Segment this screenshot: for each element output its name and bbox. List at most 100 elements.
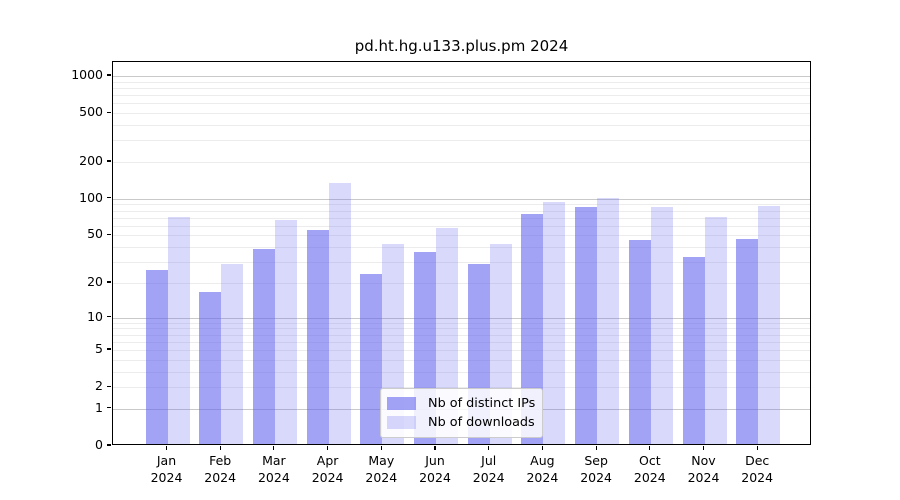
x-tick-mark — [488, 446, 490, 450]
x-tick-mark — [595, 446, 597, 450]
x-tick-label: Apr 2024 — [288, 452, 368, 486]
y-tick-label: 200 — [79, 152, 103, 168]
x-tick-mark — [273, 446, 275, 450]
y-tick-mark — [107, 348, 111, 350]
gridline-minor — [113, 247, 810, 249]
gridline-minor — [113, 262, 810, 264]
x-tick-year: 2024 — [633, 470, 666, 485]
x-tick-year: 2024 — [204, 470, 237, 485]
x-tick-mark — [219, 446, 221, 450]
x-tick-year: 2024 — [741, 470, 774, 485]
bar-downloads — [650, 207, 673, 444]
gridline-major — [113, 76, 810, 78]
y-tick-label: 0 — [95, 436, 103, 452]
x-tick-label: Feb 2024 — [180, 452, 260, 486]
y-tick-label: 5 — [95, 340, 103, 356]
gridline-minor — [113, 341, 810, 343]
x-tick-month: Oct — [638, 453, 661, 468]
legend-swatch-ips — [387, 397, 416, 410]
x-tick-mark — [327, 446, 329, 450]
bar-distinct-ips — [682, 256, 705, 444]
gridline-minor — [113, 87, 810, 89]
y-tick-mark — [107, 315, 111, 318]
x-tick-year: 2024 — [150, 470, 183, 485]
y-tick-label: 1 — [95, 399, 103, 415]
y-tick-label: 100 — [79, 189, 103, 205]
chart-title: pd.ht.hg.u133.plus.pm 2024 — [354, 37, 569, 55]
x-tick-label: Sep 2024 — [556, 452, 636, 486]
gridline-major — [113, 317, 810, 319]
legend: Nb of distinct IPs Nb of downloads — [380, 388, 543, 438]
bar-distinct-ips — [521, 214, 544, 444]
y-tick-mark — [107, 407, 111, 409]
x-tick-month: Jan — [156, 453, 177, 468]
x-tick-year: 2024 — [365, 470, 398, 485]
legend-item-downloads: Nb of downloads — [387, 413, 535, 432]
x-tick-mark — [702, 446, 705, 450]
x-tick-month: Apr — [316, 453, 339, 468]
x-tick-year: 2024 — [580, 470, 612, 485]
legend-label: Nb of distinct IPs — [428, 396, 536, 411]
gridline-minor — [113, 204, 810, 206]
legend-item-distinct-ips: Nb of distinct IPs — [387, 394, 536, 413]
gridline-minor — [113, 371, 810, 373]
y-tick-mark — [107, 233, 111, 236]
y-tick-mark — [107, 74, 111, 76]
y-tick-label: 2 — [95, 377, 103, 393]
gridline-minor — [113, 359, 810, 361]
x-tick-label: May 2024 — [341, 452, 421, 486]
gridline-minor — [113, 282, 810, 284]
y-tick-label: 10 — [87, 308, 103, 324]
bar-downloads — [758, 206, 781, 444]
y-tick-mark — [107, 160, 111, 162]
gridline-minor — [113, 334, 810, 336]
bar-downloads — [704, 217, 727, 444]
gridline-minor — [113, 113, 810, 115]
x-tick-year: 2024 — [472, 470, 505, 485]
bar-downloads — [543, 202, 566, 444]
gridline-minor — [113, 81, 810, 83]
x-tick-label: Oct 2024 — [610, 452, 690, 486]
bar-distinct-ips — [575, 206, 598, 444]
gridline-minor — [113, 328, 810, 330]
gridline-minor — [113, 95, 810, 97]
legend-swatch-downloads — [387, 416, 416, 429]
gridline-minor — [113, 125, 810, 127]
gridline-minor — [113, 103, 810, 105]
x-tick-month: Mar — [262, 453, 286, 468]
x-tick-month: Aug — [530, 453, 555, 468]
y-tick-label: 500 — [79, 103, 103, 119]
gridline-minor — [113, 140, 810, 142]
gridline-minor — [113, 210, 810, 212]
x-tick-month: Dec — [745, 453, 770, 468]
gridline-minor — [113, 322, 810, 324]
x-tick-month: Jun — [425, 453, 445, 468]
x-tick-year: 2024 — [419, 470, 451, 485]
y-tick-label: 50 — [87, 226, 103, 242]
x-tick-mark — [434, 446, 436, 450]
y-tick-mark — [107, 197, 111, 199]
gridline-minor — [113, 235, 810, 237]
y-tick-mark — [107, 281, 111, 283]
x-tick-mark — [165, 446, 168, 450]
y-tick-mark — [107, 444, 111, 446]
x-tick-label: Aug 2024 — [502, 452, 582, 486]
x-tick-mark — [380, 446, 382, 450]
bar-distinct-ips — [306, 230, 329, 444]
x-tick-label: Mar 2024 — [234, 452, 314, 486]
bar-downloads — [274, 219, 297, 444]
bar-downloads — [167, 216, 190, 444]
x-tick-label: Dec 2024 — [717, 452, 797, 486]
y-tick-mark — [107, 385, 111, 387]
x-tick-label: Nov 2024 — [664, 452, 744, 486]
gridline-minor — [113, 217, 810, 219]
bar-downloads — [597, 198, 620, 444]
gridline-minor — [113, 162, 810, 163]
x-tick-mark — [541, 446, 543, 450]
x-tick-label: Jan 2024 — [127, 452, 207, 486]
bar-distinct-ips — [252, 249, 275, 444]
x-tick-mark — [756, 446, 758, 450]
x-tick-year: 2024 — [526, 470, 559, 485]
gridline-minor — [113, 225, 810, 227]
